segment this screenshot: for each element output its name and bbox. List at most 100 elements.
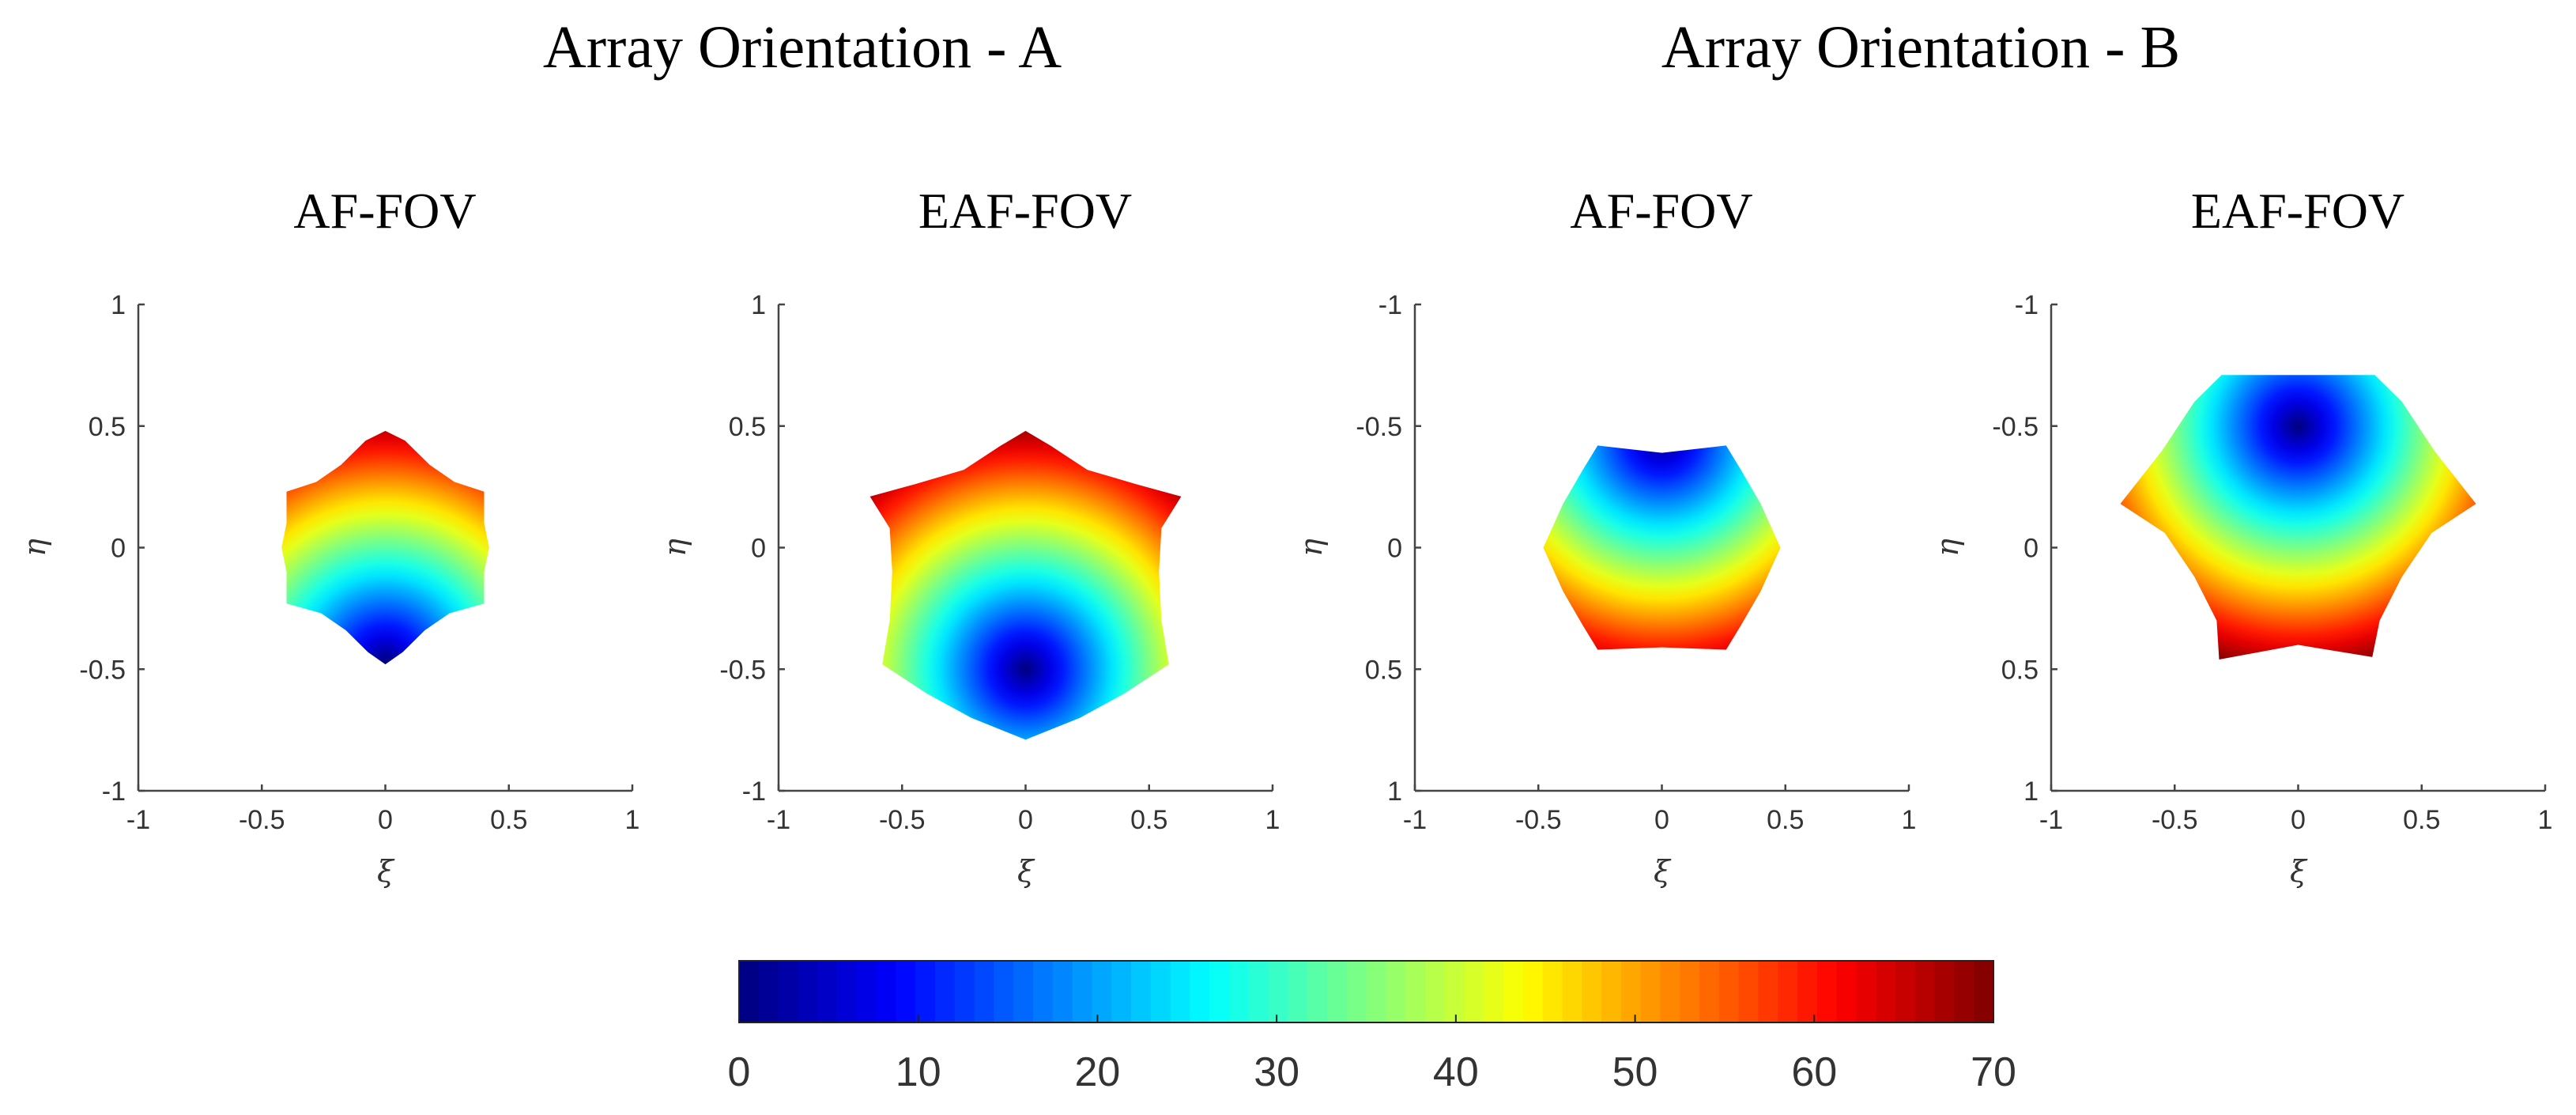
x-tick-label: -0.5: [239, 805, 285, 835]
colorbar-segment: [1268, 961, 1288, 1022]
colorbar-tick-label: 20: [1075, 1049, 1121, 1095]
colorbar-segment: [1699, 961, 1720, 1022]
colorbar-segment: [1895, 961, 1916, 1022]
colorbar-segment: [1797, 961, 1818, 1022]
x-tick-label: 0: [2291, 805, 2306, 835]
fov-region: [281, 430, 489, 665]
x-tick-label: -0.5: [1515, 805, 1562, 835]
x-tick-label: 1: [2538, 805, 2553, 835]
colorbar-segment: [1660, 961, 1680, 1022]
x-axis-label: ξ: [377, 854, 395, 889]
x-tick-label: 0: [1654, 805, 1669, 835]
colorbar-segment: [1601, 961, 1622, 1022]
y-tick-label: 1: [1387, 777, 1402, 807]
colorbar-segment: [1640, 961, 1661, 1022]
colorbar-segment: [1484, 961, 1504, 1022]
colorbar-segment: [1326, 961, 1348, 1022]
colorbar-tick-label: 50: [1612, 1049, 1658, 1095]
y-tick-label: 0.5: [2001, 655, 2039, 685]
colorbar-segment: [1092, 961, 1112, 1022]
colorbar-segment: [1346, 961, 1367, 1022]
group-title-a: Array Orientation - A: [543, 14, 1062, 81]
colorbar-tick-label: 60: [1791, 1049, 1837, 1095]
colorbar-segment: [1228, 961, 1250, 1022]
colorbar-tick-label: 40: [1433, 1049, 1479, 1095]
y-tick-label: -0.5: [719, 655, 766, 685]
colorbar-segment: [1816, 961, 1838, 1022]
colorbar-segment: [1934, 961, 1956, 1022]
colorbar-segment: [1680, 961, 1700, 1022]
panel-1: AF-FOV -1 -0.5 0 0.5 1 -1 -0.5 0 0.5 1 ξ η: [17, 183, 639, 889]
group-title-b: Array Orientation - B: [1661, 14, 2180, 81]
colorbar-segment: [1876, 961, 1896, 1022]
y-tick-label: -0.5: [1356, 412, 1402, 442]
x-tick-label: 0: [378, 805, 393, 835]
colorbar-segment: [1954, 961, 1974, 1022]
y-tick-label: 1: [2023, 777, 2039, 807]
colorbar-segment: [1974, 961, 1994, 1022]
panel-2: EAF-FOV -1 -0.5 0 0.5 1 -1 -0.5 0 0.5 1 ξ η: [658, 183, 1280, 889]
colorbar-segment: [1032, 961, 1054, 1022]
colorbar-segment: [1209, 961, 1230, 1022]
x-tick-label: -1: [1403, 805, 1427, 835]
x-tick-label: 1: [1902, 805, 1917, 835]
colorbar-segment: [1072, 961, 1092, 1022]
y-tick-label: 1: [111, 290, 126, 320]
colorbar-tick-label: 70: [1971, 1049, 2016, 1095]
colorbar-segment: [1778, 961, 1798, 1022]
colorbar-segment: [1522, 961, 1544, 1022]
y-axis-label: η: [17, 539, 52, 557]
x-axis-label: ξ: [1017, 854, 1035, 889]
colorbar-segment: [1444, 961, 1465, 1022]
colorbar-segment: [758, 961, 779, 1022]
colorbar-segment: [1190, 961, 1210, 1022]
colorbar-segment: [1738, 961, 1759, 1022]
colorbar-segment: [1307, 961, 1328, 1022]
colorbar-segment: [1503, 961, 1524, 1022]
colorbar-segment: [1405, 961, 1426, 1022]
colorbar-segment: [915, 961, 936, 1022]
colorbar-segment: [836, 961, 858, 1022]
colorbar-segment: [1052, 961, 1073, 1022]
y-tick-label: 0: [2023, 534, 2039, 564]
x-tick-label: 0.5: [490, 805, 527, 835]
y-tick-label: -0.5: [79, 655, 126, 685]
x-tick-label: 0: [1018, 805, 1033, 835]
x-tick-label: 0.5: [2403, 805, 2440, 835]
x-tick-label: 0.5: [1767, 805, 1804, 835]
x-tick-label: -0.5: [2152, 805, 2198, 835]
colorbar-segment: [954, 961, 975, 1022]
panel-title: AF-FOV: [293, 183, 476, 239]
colorbar-segment: [1758, 961, 1778, 1022]
colorbar-segment: [934, 961, 956, 1022]
y-tick-label: 0: [1387, 534, 1402, 564]
colorbar-segment: [1366, 961, 1386, 1022]
colorbar-segment: [1150, 961, 1171, 1022]
colorbar-segment: [798, 961, 818, 1022]
y-tick-label: 1: [751, 290, 766, 320]
panel-title: EAF-FOV: [2191, 183, 2404, 239]
colorbar-tick-label: 10: [896, 1049, 941, 1095]
colorbar-segment: [1836, 961, 1858, 1022]
colorbar-segment: [778, 961, 798, 1022]
x-tick-label: -1: [767, 805, 790, 835]
y-tick-label: -1: [742, 777, 766, 807]
colorbar-segment: [1582, 961, 1602, 1022]
colorbar: 0 10 20 30 40 50 60 70: [728, 960, 2016, 1095]
y-tick-label: -1: [1379, 290, 1402, 320]
colorbar-segment: [1130, 961, 1152, 1022]
colorbar-tick-label: 0: [728, 1049, 751, 1095]
y-tick-label: 0.5: [89, 412, 126, 442]
y-tick-label: -1: [102, 777, 126, 807]
fov-region: [869, 430, 1182, 740]
y-axis-label: η: [1930, 539, 1965, 557]
colorbar-segment: [1562, 961, 1582, 1022]
y-axis-label: η: [1294, 539, 1329, 557]
panel-title: AF-FOV: [1570, 183, 1752, 239]
x-tick-label: 1: [625, 805, 640, 835]
panel-title: EAF-FOV: [918, 183, 1132, 239]
colorbar-segment: [1111, 961, 1132, 1022]
